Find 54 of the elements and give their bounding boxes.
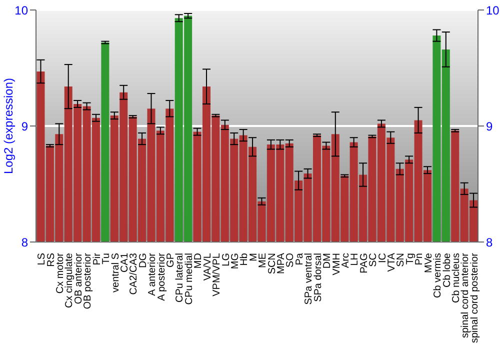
x-tick-label: CPu medial	[184, 253, 195, 305]
x-tick-label: SPa dorsal	[312, 253, 324, 302]
x-tick-label: DG	[138, 252, 149, 268]
x-tick-label: OB anterior	[73, 252, 84, 304]
y-tick-label: 8	[21, 235, 28, 250]
x-tick-label: A posterior	[156, 252, 168, 301]
x-tick-label: MG	[230, 252, 241, 270]
x-tick-label: Tu	[101, 253, 112, 264]
x-tick-label: SCN	[266, 253, 278, 274]
x-tick-label: Pn	[414, 253, 426, 266]
x-tick-label: MPA	[276, 252, 288, 274]
x-tick-label: VPM/VPL	[212, 252, 223, 296]
x-tick-label: CPu lateral	[174, 253, 186, 302]
x-tick-label: spinal cord anterior	[460, 252, 472, 338]
x-tick-label: Tg	[404, 253, 416, 265]
x-tick-label: IC	[377, 253, 388, 263]
x-tick-label: LG	[220, 252, 232, 266]
x-tick-label: VTA	[386, 252, 398, 272]
x-tick-label: CA2/CA3	[128, 252, 140, 295]
x-tick-label: VA/VL	[202, 252, 214, 281]
x-tick-label: SN	[396, 253, 407, 267]
x-tick-label: LS	[36, 252, 48, 266]
x-tick-label: LH	[350, 253, 361, 266]
x-tick-label: CA1	[119, 252, 130, 272]
x-tick-label: OB posterior	[82, 252, 94, 310]
x-tick-label: SO	[285, 252, 296, 268]
x-tick-label: Pa	[294, 252, 306, 266]
x-tick-label: spinal cord posterior	[469, 252, 480, 344]
x-tick-label: M	[248, 253, 260, 262]
x-tick-label: Cx cingulate	[64, 252, 76, 308]
x-tick-label: ventral S	[110, 252, 122, 292]
x-tick-label: GP	[166, 252, 177, 268]
x-tick-label: Pir	[92, 252, 103, 266]
y-tick-label: 9	[21, 119, 28, 134]
x-tick-label: SPa ventral	[304, 253, 315, 305]
y-axis-title: Log2 (expression)	[1, 78, 16, 174]
x-tick-label: VMH	[331, 253, 342, 276]
x-tick-label: PAG	[358, 252, 370, 274]
x-tick-label: Cb lobe	[442, 252, 453, 288]
x-tick-label: Cb nucleus	[450, 253, 462, 304]
x-tick-label: MD	[193, 253, 204, 269]
x-tick-label: DM	[322, 253, 334, 269]
x-tick-label: MVe	[423, 252, 434, 274]
x-tick-label: Hb	[239, 252, 250, 266]
x-tick-label: A anterior	[147, 252, 158, 296]
y-tick-label: 10	[14, 3, 28, 18]
x-tick-label: Cb vermis	[432, 253, 444, 298]
x-tick-label: ME	[258, 252, 269, 268]
x-tick-label: Arc	[340, 253, 352, 268]
y2-tick-label: 8	[486, 235, 493, 250]
y2-tick-label: 10	[486, 3, 500, 18]
x-tick-label: SC	[368, 253, 380, 267]
x-tick-label: RS	[46, 252, 57, 267]
y2-tick-label: 9	[486, 119, 493, 134]
